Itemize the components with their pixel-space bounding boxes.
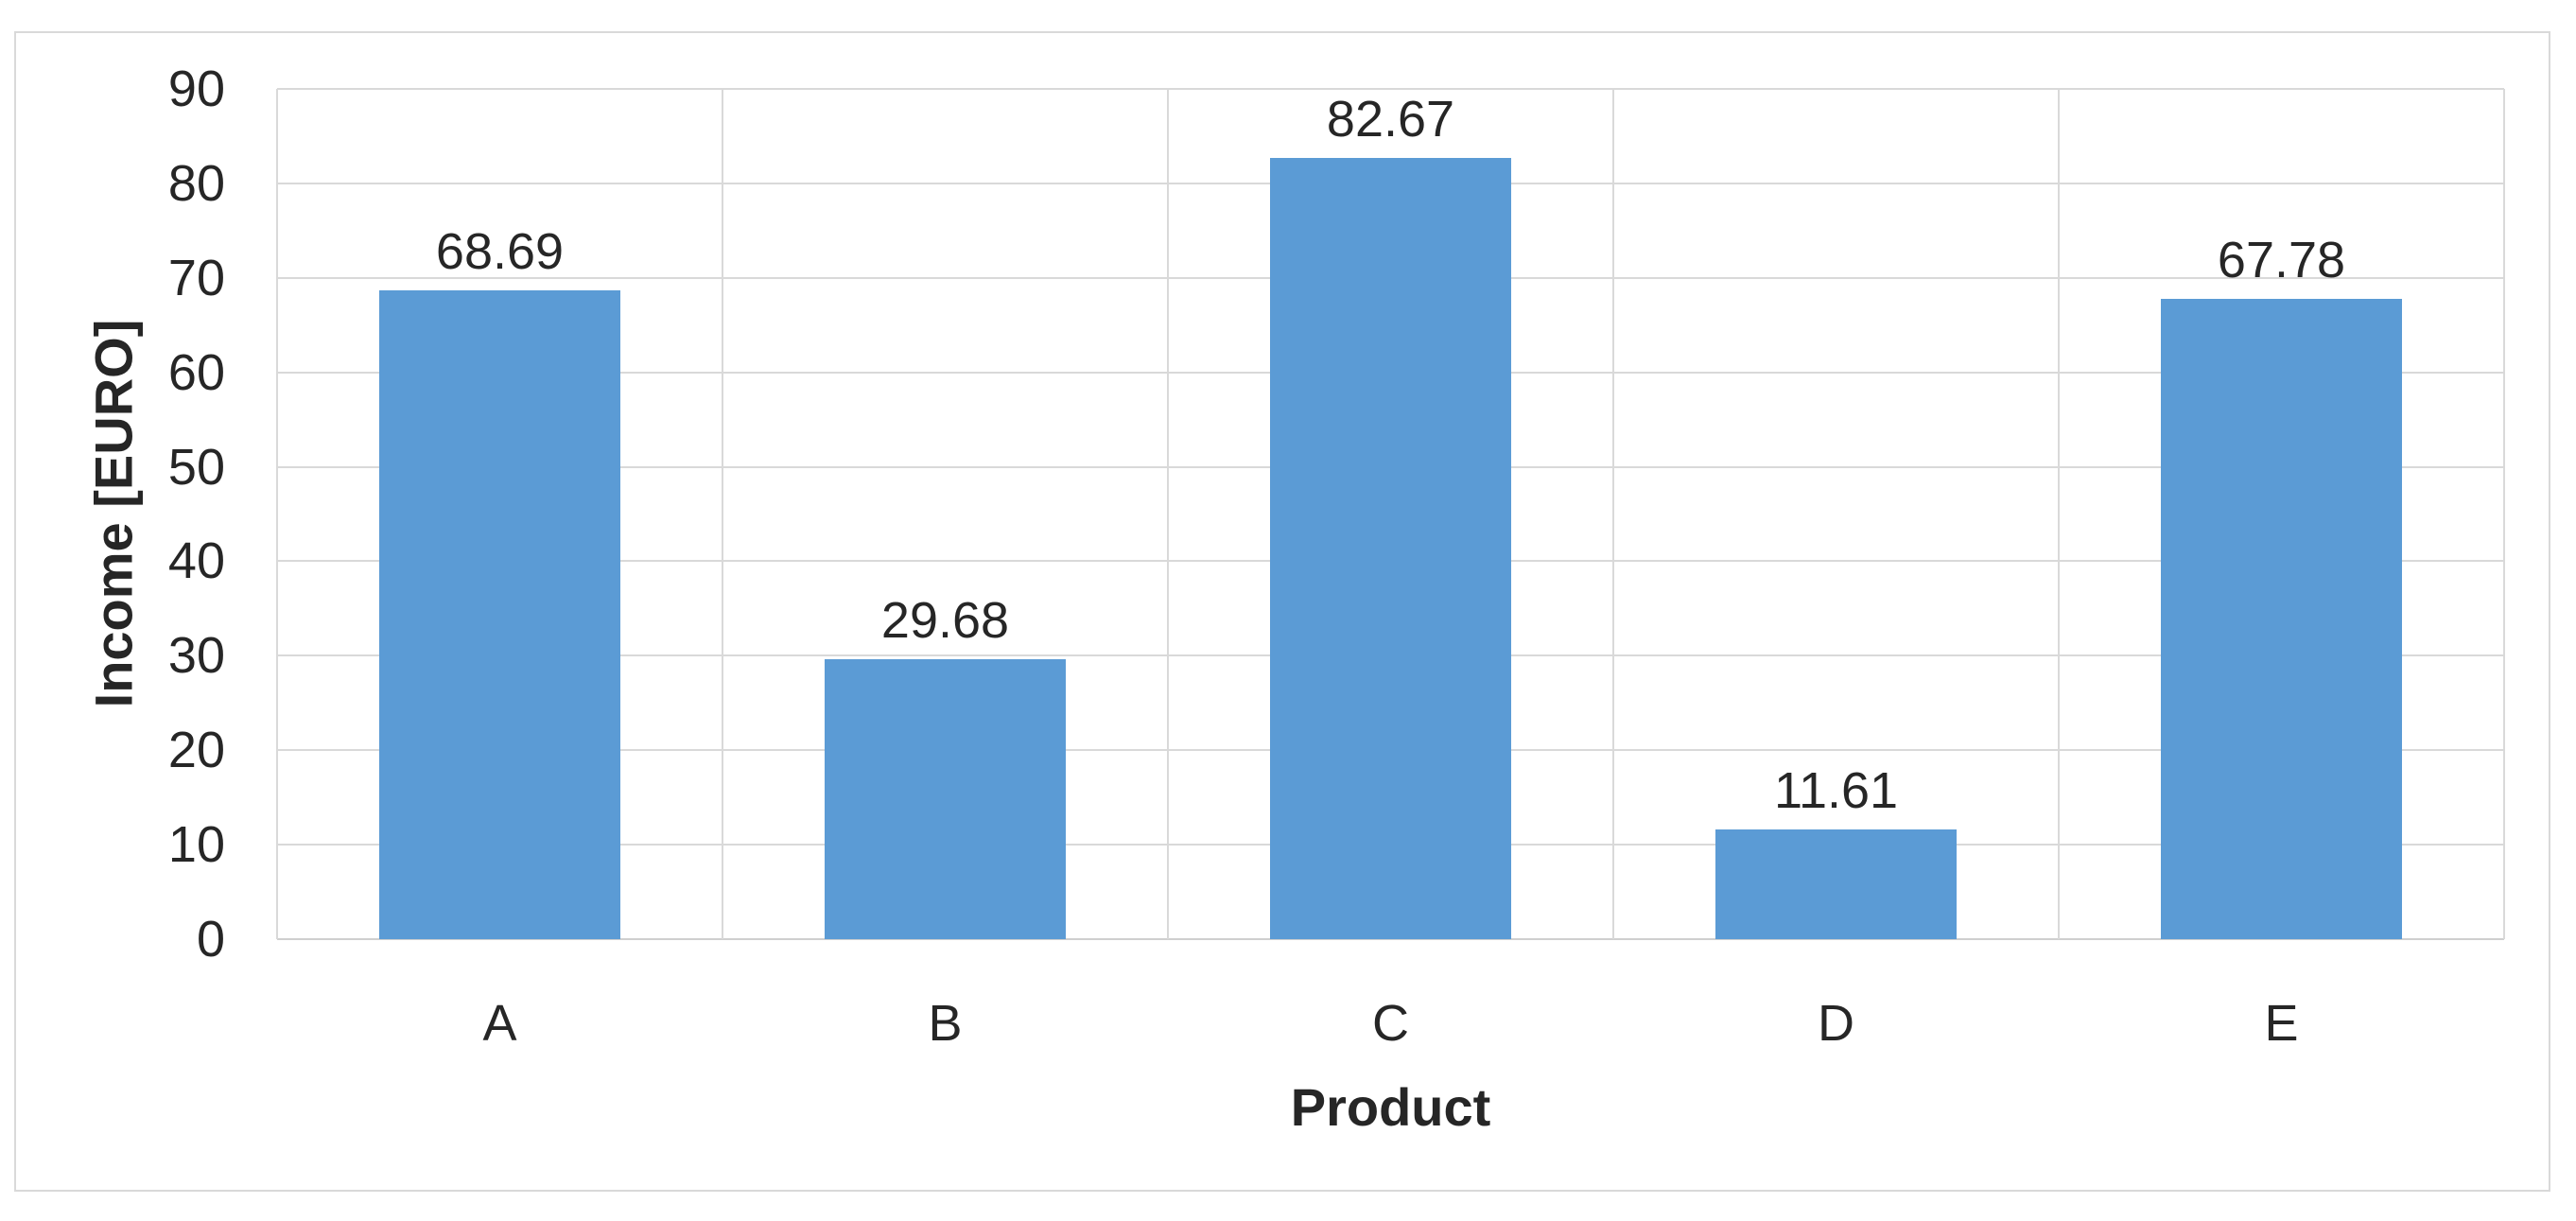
y-tick-label: 50 [167, 438, 225, 496]
v-gridline [2058, 89, 2060, 939]
y-tick-label: 80 [167, 154, 225, 212]
x-axis-title: Product [1290, 1077, 1491, 1137]
v-gridline [2503, 89, 2505, 939]
y-tick-label: 70 [167, 249, 225, 306]
bar-value-label-a: 68.69 [435, 222, 565, 280]
plot-area: 68.69 29.68 82.67 11.61 67.78 [276, 88, 2505, 940]
y-tick-label: 40 [167, 532, 225, 590]
bar-b [824, 658, 1067, 939]
y-tick-label: 60 [167, 343, 225, 401]
v-gridline [1612, 89, 1614, 939]
bar-value-label-c: 82.67 [1326, 91, 1455, 148]
x-category-label-d: D [1818, 995, 1854, 1052]
bar-value-label-e: 67.78 [2217, 231, 2346, 288]
y-tick-label: 20 [167, 722, 225, 779]
x-category-label-c: C [1372, 995, 1409, 1052]
v-gridline [1167, 89, 1169, 939]
bar-a [378, 289, 621, 939]
y-tick-label: 90 [167, 61, 225, 117]
y-tick-label: 30 [167, 627, 225, 685]
bar-value-label-b: 29.68 [880, 591, 1010, 649]
x-category-label-a: A [482, 995, 517, 1052]
y-axis-title: Income [EURO] [83, 319, 144, 708]
bar-e [2160, 298, 2403, 939]
v-gridline [722, 89, 723, 939]
y-axis-line [276, 89, 278, 939]
chart-area: Income [EURO] 0 10 20 30 40 50 60 70 80 90 68.69 2… [14, 31, 2550, 1192]
bar-d [1714, 829, 1958, 939]
y-tick-label: 10 [167, 816, 225, 874]
x-category-label-e: E [2264, 995, 2299, 1052]
y-tick-label: 0 [196, 911, 225, 968]
bar-c [1269, 158, 1512, 939]
bar-value-label-d: 11.61 [1773, 762, 1899, 820]
h-gridline [277, 88, 2504, 90]
x-category-label-b: B [928, 995, 963, 1052]
x-axis-line [277, 938, 2504, 940]
